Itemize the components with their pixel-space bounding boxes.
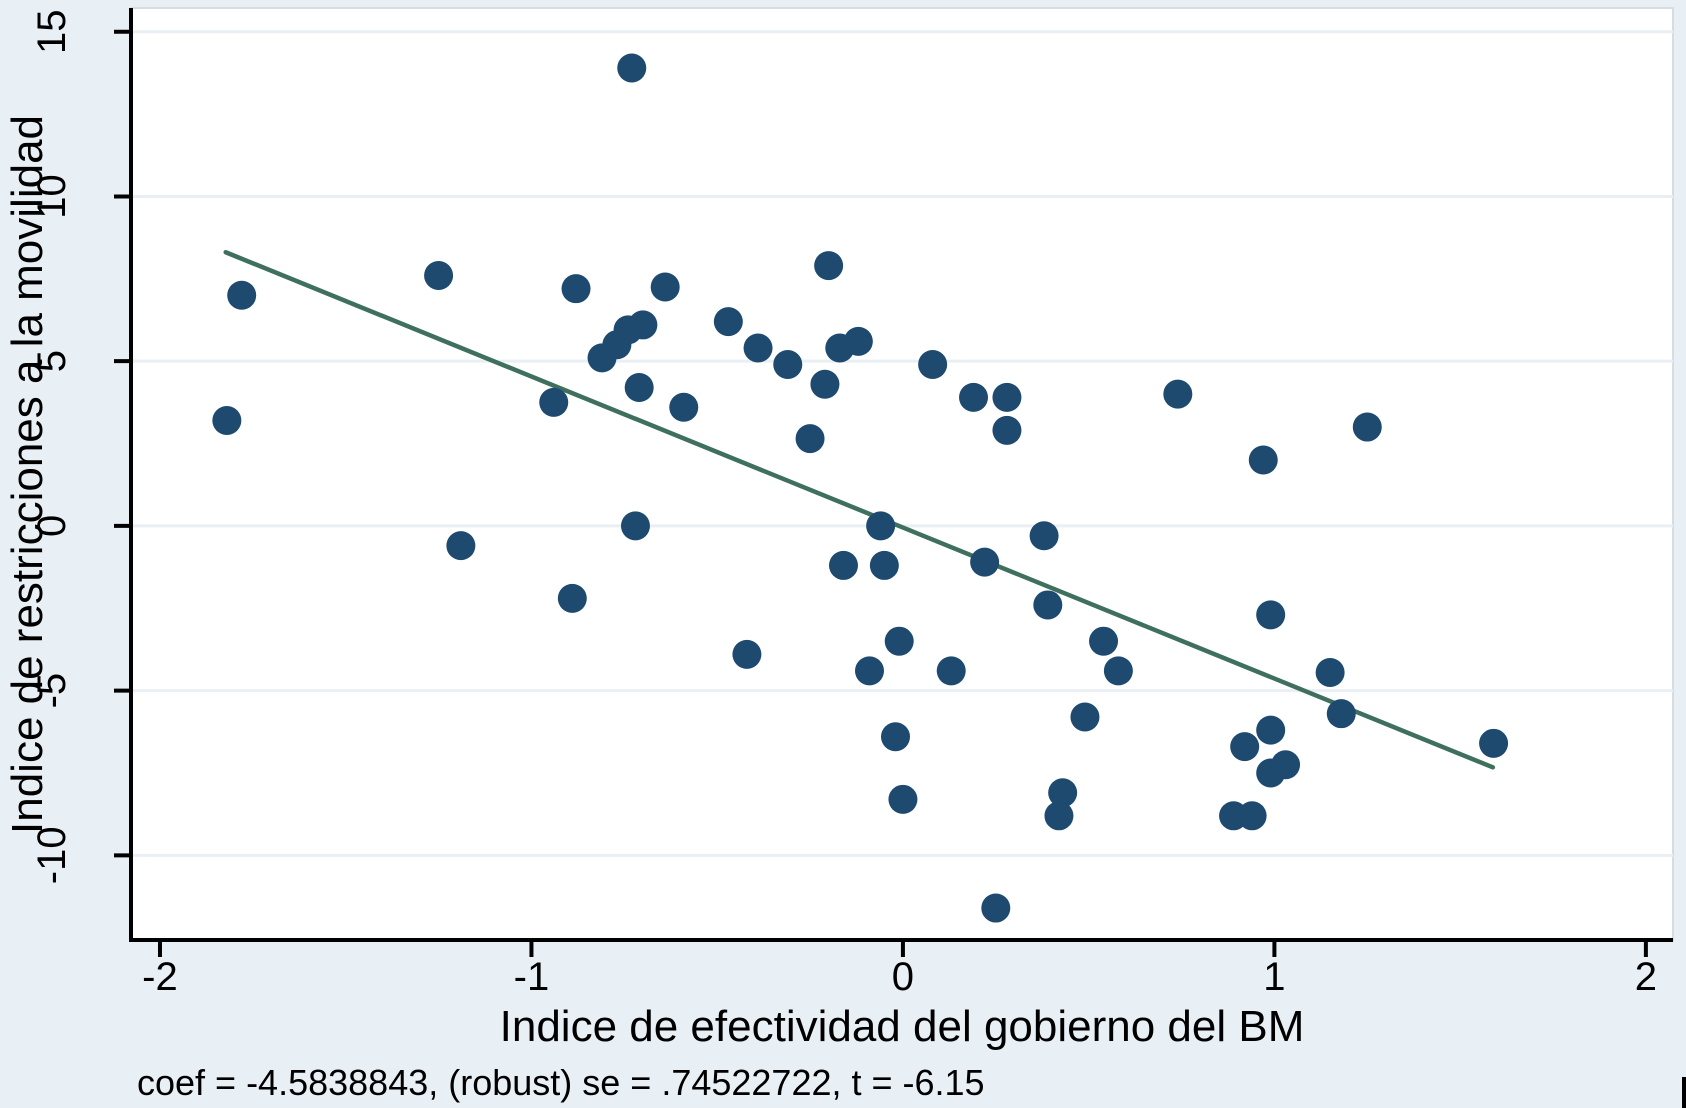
data-point <box>992 415 1022 445</box>
data-point <box>1048 778 1078 808</box>
data-point <box>557 583 587 613</box>
data-point <box>1237 801 1267 831</box>
data-point <box>1256 715 1286 745</box>
data-point <box>561 274 591 304</box>
y-tick-label: 0 <box>30 515 74 537</box>
x-tick-label: 2 <box>1635 955 1657 999</box>
data-point <box>1163 379 1193 409</box>
data-point <box>869 550 899 580</box>
data-point <box>669 392 699 422</box>
data-point <box>970 547 1000 577</box>
data-point <box>1044 801 1074 831</box>
data-point <box>1326 699 1356 729</box>
data-point <box>743 333 773 363</box>
data-point <box>843 326 873 356</box>
data-point <box>1070 702 1100 732</box>
data-point <box>1103 656 1133 686</box>
data-point <box>1271 750 1301 780</box>
data-point <box>539 387 569 417</box>
data-point <box>866 511 896 541</box>
data-point <box>617 53 647 83</box>
data-point <box>212 405 242 435</box>
data-point <box>1029 521 1059 551</box>
x-tick-label: 0 <box>892 955 914 999</box>
data-point <box>810 369 840 399</box>
data-point <box>1089 626 1119 656</box>
data-point <box>814 251 844 281</box>
x-tick-label: -1 <box>514 955 550 999</box>
data-point <box>959 382 989 412</box>
data-point <box>936 656 966 686</box>
data-point <box>624 373 654 403</box>
data-point <box>446 531 476 561</box>
data-point <box>628 310 658 340</box>
y-tick-label: -5 <box>30 673 74 709</box>
data-point <box>713 307 743 337</box>
y-axis-title: Indice de restricciones a la movilidad <box>3 114 52 834</box>
data-point <box>884 626 914 656</box>
regression-stats-caption: coef = -4.5838843, (robust) se = .745227… <box>137 1062 985 1103</box>
y-tick-label: 10 <box>30 174 74 219</box>
data-point <box>828 550 858 580</box>
y-tick-label: 5 <box>30 350 74 372</box>
fit-line <box>223 249 1496 770</box>
data-point <box>918 349 948 379</box>
x-axis-title: Indice de efectividad del gobierno del B… <box>499 1002 1305 1051</box>
data-point <box>1230 732 1260 762</box>
x-tick-label: -2 <box>142 955 178 999</box>
data-point <box>795 424 825 454</box>
data-point <box>880 722 910 752</box>
data-point <box>1256 600 1286 630</box>
data-point <box>424 261 454 291</box>
y-tick-label: -10 <box>30 826 74 884</box>
x-tick-label: 1 <box>1263 955 1285 999</box>
data-point <box>981 893 1011 923</box>
data-point <box>227 280 257 310</box>
data-point <box>1352 412 1382 442</box>
data-point <box>854 656 884 686</box>
data-point <box>888 784 918 814</box>
data-point <box>1248 445 1278 475</box>
data-point <box>650 272 680 302</box>
data-point <box>732 639 762 669</box>
corner-sliver <box>1682 1077 1686 1108</box>
data-point <box>992 382 1022 412</box>
data-point <box>620 511 650 541</box>
data-point <box>773 349 803 379</box>
plot-area <box>130 7 1674 941</box>
data-point <box>1479 728 1509 758</box>
data-point <box>1033 590 1063 620</box>
data-point <box>1315 657 1345 687</box>
y-tick-label: 15 <box>30 9 74 54</box>
